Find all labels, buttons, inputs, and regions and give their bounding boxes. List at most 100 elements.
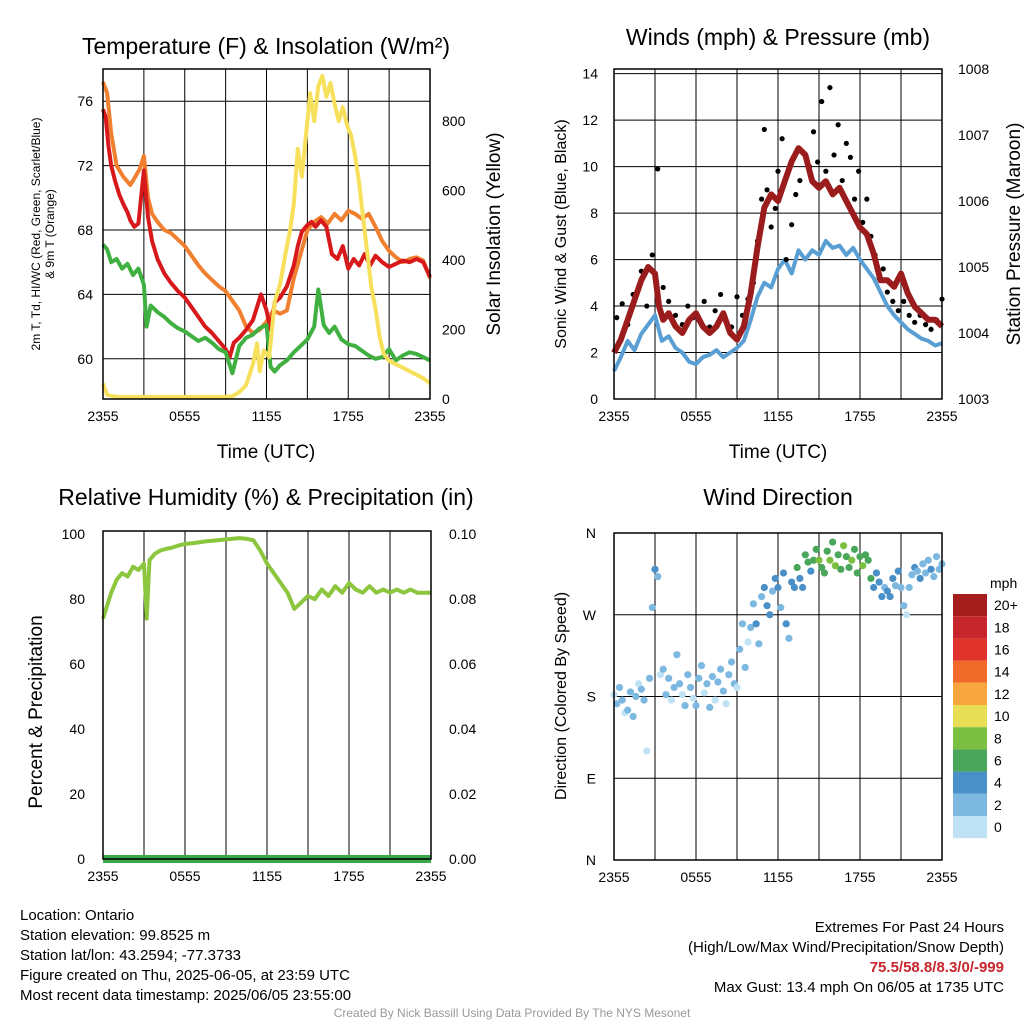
gust-point [761, 126, 767, 133]
direction-point [697, 662, 706, 670]
x-tick-label: 2355 [926, 408, 957, 424]
direction-point [662, 691, 670, 699]
y2-tick-label: 800 [442, 113, 466, 129]
direction-point [727, 658, 736, 666]
direction-point [651, 565, 659, 573]
gust-point [759, 196, 765, 202]
x-tick-label: 2355 [87, 868, 118, 884]
gust-point [912, 319, 918, 325]
colorbar-swatch [953, 705, 987, 728]
direction-point [656, 671, 665, 679]
x-tick-label: 0555 [680, 869, 711, 885]
credit-line: Created By Nick Bassill Using Data Provi… [333, 1006, 691, 1020]
direction-point [801, 551, 809, 559]
direction-point [626, 688, 635, 696]
direction-point [678, 691, 686, 699]
y-tick-label: 40 [69, 721, 85, 737]
direction-point [703, 680, 711, 688]
gust-point [655, 166, 661, 172]
temperature-insolation-panel: 60 64 68 72 76 0 200 400 600 800 2355 0555 1155 1755 2… [29, 33, 505, 463]
y2-tick-label: 1008 [958, 61, 989, 77]
direction-point [837, 565, 845, 573]
y2-tick-label: 0.00 [449, 851, 476, 867]
colorbar-label: 16 [994, 642, 1010, 658]
gust-point [851, 196, 858, 202]
y-tick-label: 100 [62, 526, 86, 542]
y-axis-label: Percent & Precipitation [26, 615, 47, 808]
direction-point [919, 560, 927, 568]
x-tick-label: 2355 [598, 408, 629, 424]
direction-point [782, 620, 790, 628]
direction-point [889, 574, 897, 583]
y-axis-label: Sonic Wind & Gust (Blue, Black) [553, 119, 570, 348]
direction-point [777, 603, 785, 612]
direction-point [733, 683, 741, 692]
y-axis-label: & 9m T (Orange) [43, 189, 57, 279]
gust-point [901, 298, 907, 304]
gust-point [764, 187, 770, 193]
y-tick-label: 0 [77, 851, 85, 867]
direction-point [900, 602, 908, 610]
gust-point [789, 222, 795, 228]
colorbar-label: 10 [994, 708, 1010, 724]
direction-point [848, 556, 856, 564]
gust-point [660, 284, 666, 291]
y-tick-label: 80 [69, 591, 85, 607]
x-tick-label: 2355 [415, 868, 446, 884]
direction-point [840, 542, 848, 550]
direction-point [665, 674, 673, 682]
direction-point [711, 696, 719, 704]
direction-point [613, 700, 621, 708]
direction-point [870, 583, 878, 592]
gust-point [815, 159, 821, 165]
x-tick-label: 1755 [844, 869, 875, 885]
x-tick-label: 2355 [926, 869, 957, 885]
direction-point [706, 703, 714, 712]
x-tick-label: 0555 [680, 408, 711, 424]
gust-point [880, 266, 886, 272]
direction-point [908, 571, 916, 579]
y-tick-label: 4 [590, 298, 598, 314]
gust-point [775, 168, 781, 174]
colorbar-label: 0 [994, 819, 1002, 835]
direction-point [779, 569, 788, 577]
y-tick-label: 8 [590, 205, 598, 221]
direction-point [708, 672, 717, 681]
direction-point [618, 696, 626, 704]
plot-border [102, 530, 432, 860]
direction-point [809, 556, 818, 564]
direction-point [853, 569, 861, 577]
direction-point [695, 674, 703, 682]
direction-point [785, 634, 793, 642]
direction-point [850, 545, 859, 553]
gust-point [895, 308, 901, 314]
x-tick-label: 1155 [252, 868, 282, 884]
colorbar-swatch [953, 660, 987, 683]
humidity-line [101, 536, 431, 621]
direction-point [645, 674, 654, 682]
direction-point [826, 556, 834, 564]
direction-point [760, 583, 768, 592]
gust-point [819, 98, 825, 105]
gust-point [906, 312, 912, 318]
figure-created: Figure created on Thu, 2025-06-05, at 23… [20, 967, 350, 984]
direction-point [755, 640, 763, 648]
direction-point [788, 578, 796, 586]
winds-pressure-panel: 0 2 4 6 8 10 12 14 1003 1004 1005 1006 1007 1008 2355 0… [553, 24, 1024, 463]
y-tick-label: 12 [582, 112, 598, 128]
gust-point [772, 205, 778, 212]
direction-point [831, 562, 840, 570]
direction-point [632, 692, 640, 701]
direction-point [736, 645, 744, 653]
direction-point [894, 567, 902, 575]
x-tick-label: 0555 [169, 408, 200, 424]
colorbar-swatch [953, 616, 987, 639]
y2-tick-label: 1003 [958, 391, 989, 407]
chart-title: Relative Humidity (%) & Precipitation (i… [58, 484, 473, 510]
direction-point [924, 556, 932, 564]
y-tick-label: 20 [69, 786, 85, 802]
colorbar-label: 6 [994, 753, 1002, 769]
x-tick-label: 2355 [87, 408, 118, 424]
gust-point [619, 301, 625, 307]
direction-point [752, 620, 760, 628]
